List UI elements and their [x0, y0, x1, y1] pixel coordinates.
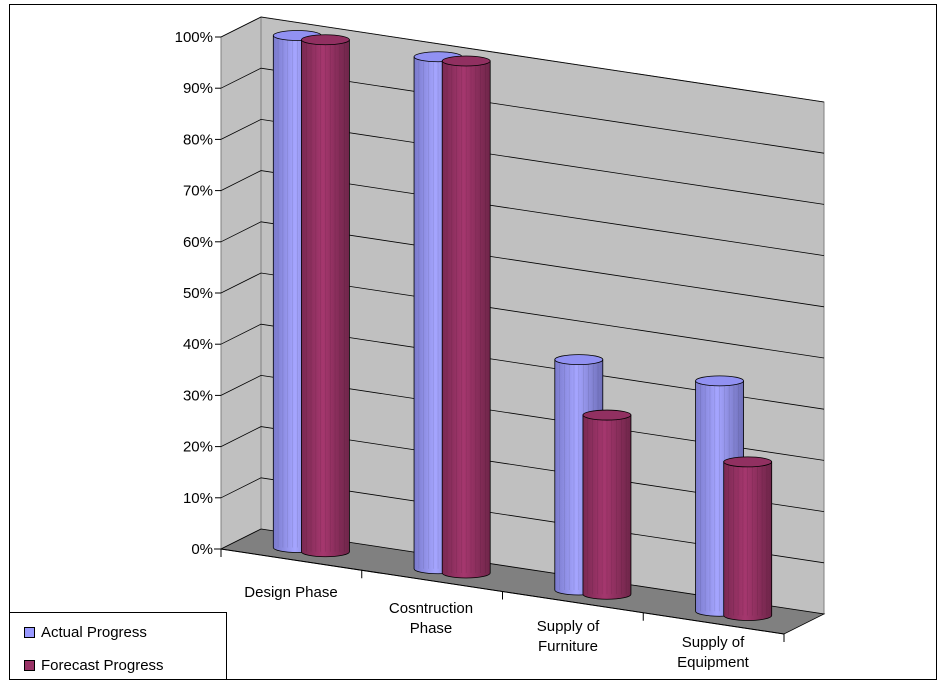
x-axis: Design Phase Cosntruction Phase Supply of Fu… — [220, 548, 785, 671]
y-tick-label: 90% — [183, 80, 213, 97]
bar — [301, 34, 350, 558]
x-tick-label: Supply of Equipment — [677, 634, 750, 671]
bar-body — [582, 414, 632, 600]
gridline — [220, 118, 825, 205]
legend-swatch-forecast — [24, 659, 35, 671]
legend-swatch-actual — [24, 626, 35, 638]
bar — [582, 409, 632, 600]
x-tick-label: Supply of Furniture — [537, 618, 600, 655]
y-tick-label: 60% — [183, 234, 213, 251]
y-tick-label: 40% — [183, 336, 213, 353]
bar-top — [554, 354, 604, 366]
legend-item-forecast: Forecast Progress — [24, 655, 164, 675]
chart-svg: 0% 10% 20% 30% 40% 50% 60% 70% 80% 90% 100% Design… — [175, 16, 826, 671]
gridline — [220, 221, 825, 308]
legend: Actual Progress Forecast Progress — [9, 612, 227, 680]
x-tick-label-line: Cosntruction — [389, 600, 473, 617]
y-tick-label: 10% — [183, 490, 213, 507]
x-tick-label-line: Supply of — [537, 618, 600, 635]
bar — [441, 55, 491, 579]
gridlines — [220, 16, 825, 564]
gridline — [220, 323, 825, 410]
gridline — [220, 272, 825, 359]
legend-label-forecast: Forecast Progress — [41, 656, 164, 674]
y-tick-label: 30% — [183, 387, 213, 404]
y-tick-label: 50% — [183, 285, 213, 302]
chart-frame: 0% 10% 20% 30% 40% 50% 60% 70% 80% 90% 100% Design… — [9, 4, 937, 680]
y-tick-label: 20% — [183, 439, 213, 456]
bar-body — [301, 39, 350, 558]
x-tick-label-line: Furniture — [538, 638, 598, 655]
bar-body — [441, 60, 491, 579]
x-tick-label-line: Equipment — [677, 654, 750, 671]
x-tick-label-line: Design Phase — [244, 584, 337, 601]
bar-top — [301, 34, 350, 46]
y-tick-label: 70% — [183, 183, 213, 200]
legend-label-actual: Actual Progress — [41, 623, 147, 641]
x-tick-label-line: Supply of — [682, 634, 745, 651]
gridline — [220, 477, 825, 564]
bar — [723, 456, 773, 621]
bars — [272, 30, 773, 621]
y-tick-label: 100% — [175, 29, 213, 46]
y-tick-label: 0% — [191, 541, 213, 558]
y-tick-label: 80% — [183, 131, 213, 148]
gridline — [220, 426, 825, 512]
legend-item-actual: Actual Progress — [24, 622, 147, 642]
gridline — [220, 16, 825, 103]
bar-top — [695, 375, 744, 387]
x-tick-label: Cosntruction Phase — [389, 600, 473, 637]
bar-top — [723, 456, 773, 468]
bar-top — [582, 409, 632, 421]
x-tick-label-line: Phase — [410, 620, 453, 637]
bar-body — [723, 461, 773, 621]
gridline — [220, 67, 825, 154]
x-tick-label: Design Phase — [244, 584, 337, 601]
bar-top — [441, 55, 491, 67]
y-axis: 0% 10% 20% 30% 40% 50% 60% 70% 80% 90% 100% — [175, 29, 221, 558]
gridline — [220, 170, 825, 256]
gridline — [220, 374, 825, 461]
